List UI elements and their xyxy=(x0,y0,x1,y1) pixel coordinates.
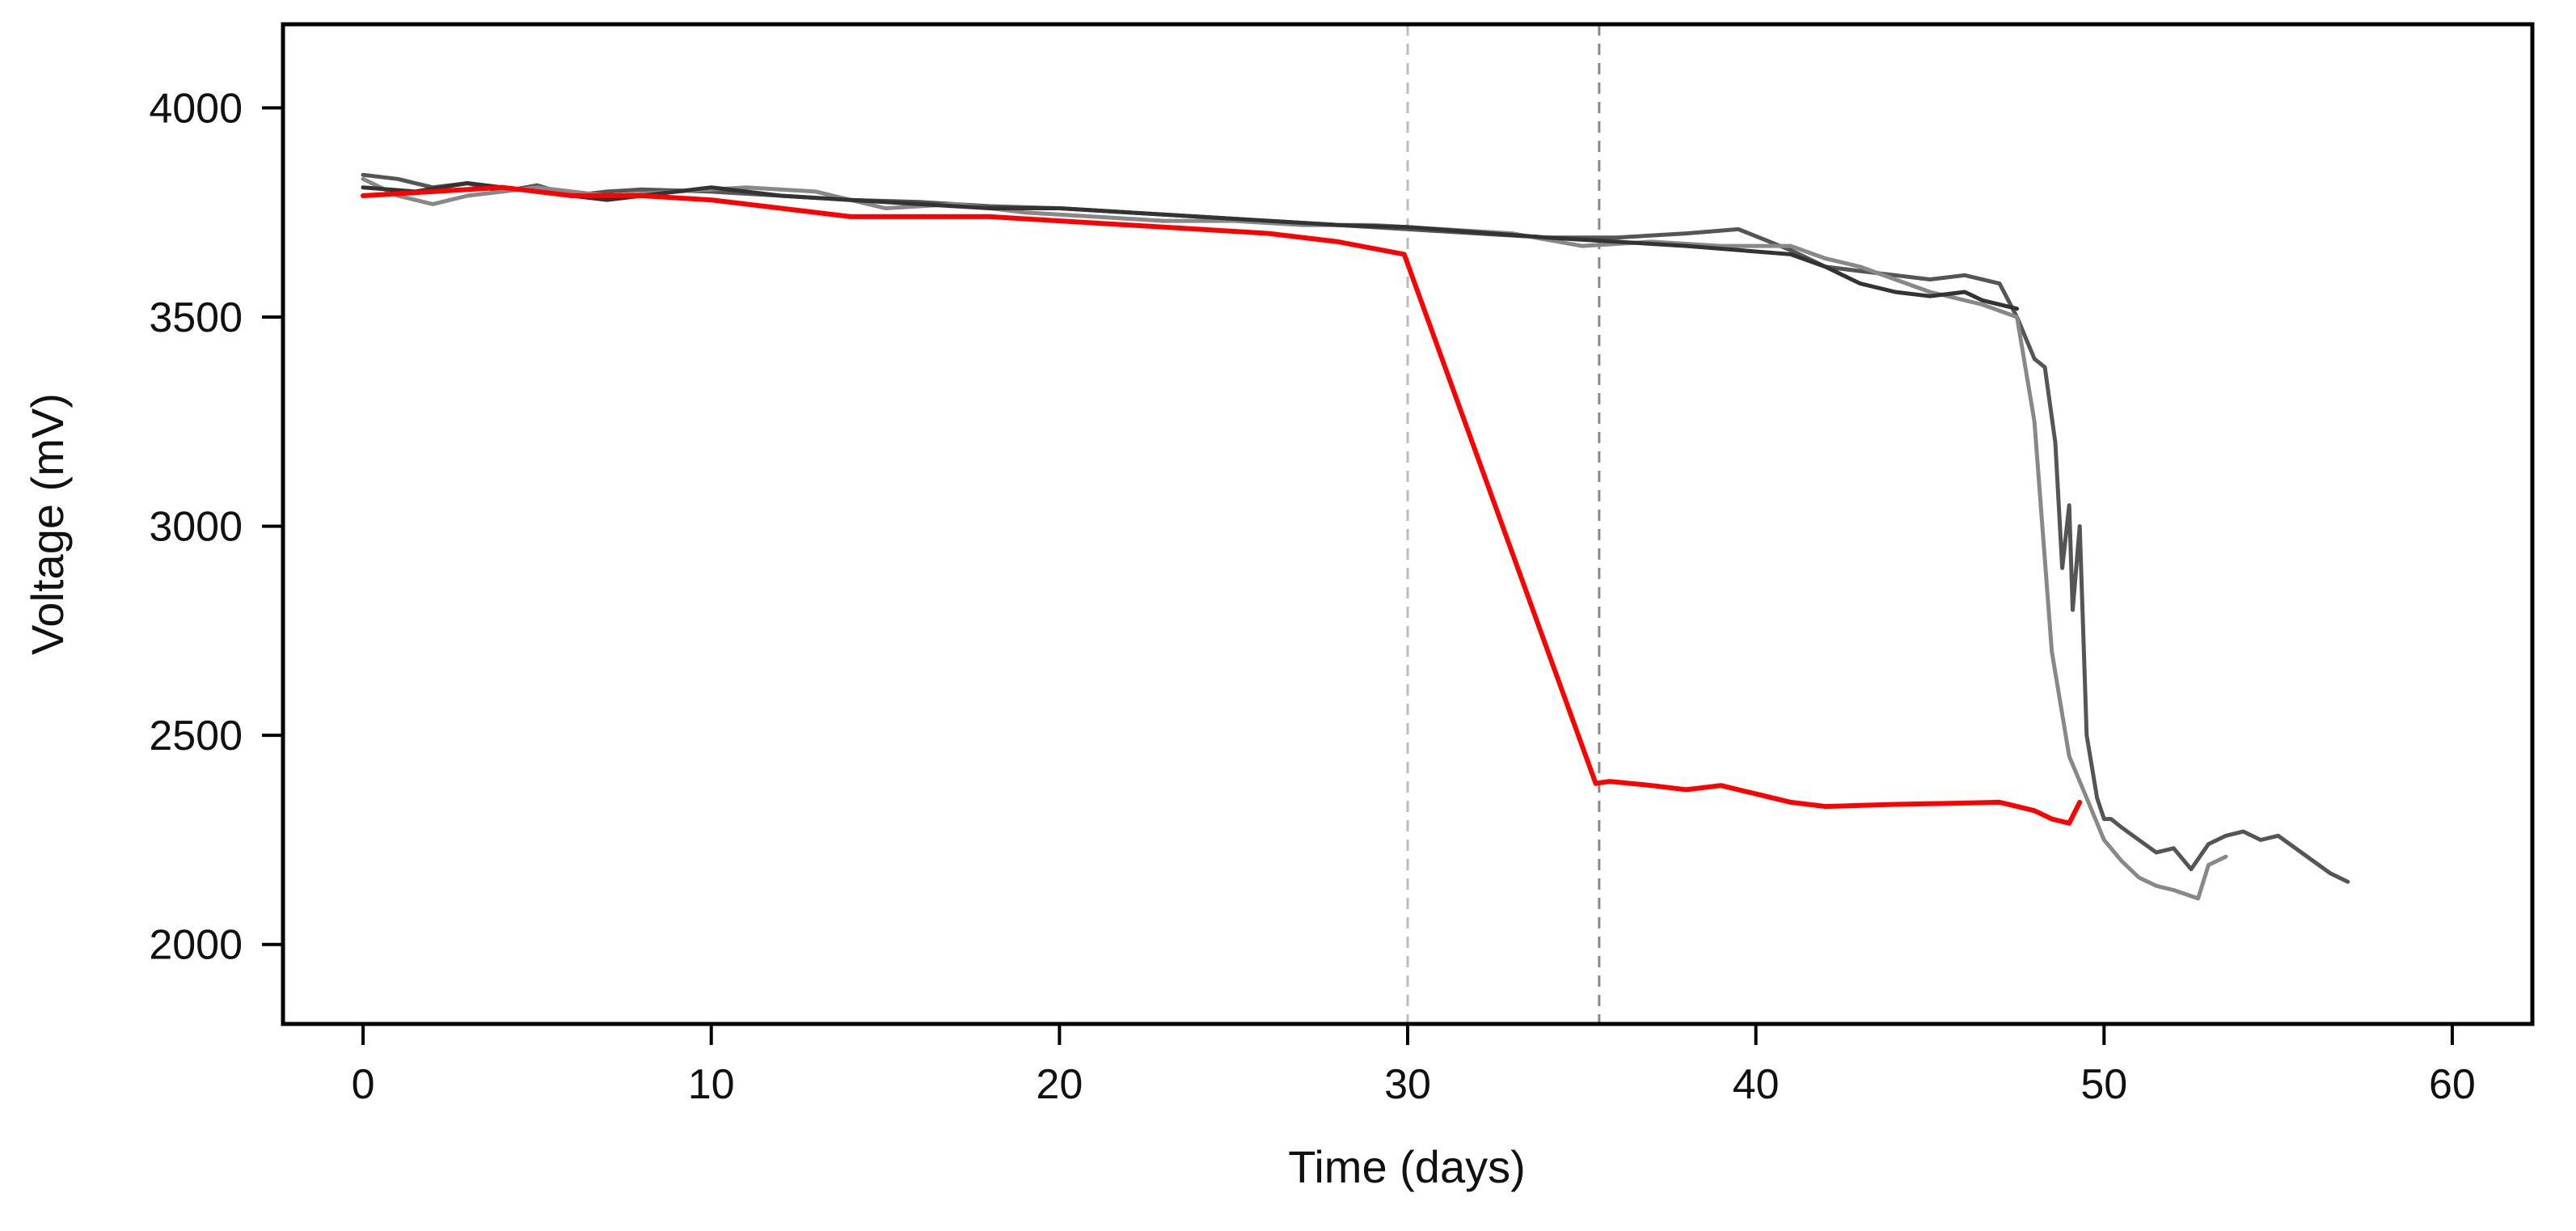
y-tick-label: 3000 xyxy=(149,504,243,551)
series-line-sensor-2 xyxy=(361,176,2228,901)
x-tick-label: 30 xyxy=(1384,1061,1431,1108)
y-tick-label: 2000 xyxy=(149,922,243,969)
x-axis-title: Time (days) xyxy=(1288,1141,1526,1192)
x-tick-label: 40 xyxy=(1733,1061,1780,1108)
y-axis: 2000 2500 3000 3500 4000 xyxy=(149,85,283,969)
series-line-failed-sensor xyxy=(361,184,2083,826)
y-axis-title: Voltage (mV) xyxy=(22,393,73,655)
series-lines xyxy=(361,172,2350,901)
y-tick-label: 4000 xyxy=(149,85,243,132)
x-axis: 0 10 20 30 40 50 60 xyxy=(352,1024,2476,1108)
x-tick-label: 60 xyxy=(2429,1061,2476,1108)
series-line-sensor-1 xyxy=(361,172,2350,884)
x-tick-label: 0 xyxy=(352,1061,375,1108)
x-tick-label: 50 xyxy=(2080,1061,2127,1108)
y-tick-label: 2500 xyxy=(149,713,243,759)
x-tick-label: 20 xyxy=(1036,1061,1083,1108)
x-tick-label: 10 xyxy=(688,1061,735,1108)
reference-lines xyxy=(1406,24,1601,1024)
y-tick-label: 3500 xyxy=(149,294,243,341)
plot-frame xyxy=(281,22,2535,1026)
